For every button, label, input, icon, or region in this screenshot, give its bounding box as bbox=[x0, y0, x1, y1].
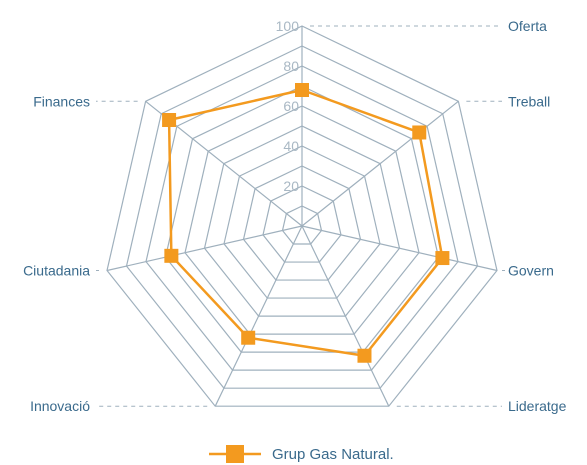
grid-ring bbox=[242, 165, 362, 281]
series-marker bbox=[162, 113, 177, 128]
axis-label: Treball bbox=[508, 93, 550, 109]
grid-spoke bbox=[214, 225, 303, 407]
series-marker bbox=[295, 83, 309, 97]
grid-spoke bbox=[301, 225, 498, 272]
tick-labels: 20 40 60 80 100 bbox=[276, 18, 300, 194]
axis-labels: Oferta Treball Govern Lideratge Innovació Ciu… bbox=[23, 18, 567, 414]
series-marker bbox=[164, 248, 179, 263]
axis-label: Lideratge bbox=[508, 398, 567, 414]
series-marker bbox=[241, 330, 256, 345]
grid-ring bbox=[145, 65, 459, 371]
grid-ring bbox=[281, 205, 323, 245]
series-line bbox=[167, 88, 444, 357]
axis-label: Oferta bbox=[508, 18, 547, 34]
grid-ring bbox=[203, 125, 401, 317]
grid-spoke bbox=[301, 225, 390, 407]
tick-label: 80 bbox=[283, 58, 299, 74]
series-marker bbox=[357, 348, 372, 363]
grid-ring bbox=[262, 185, 342, 263]
legend-marker bbox=[226, 445, 244, 463]
tick-label: 60 bbox=[283, 98, 299, 114]
axis-label: Finances bbox=[33, 93, 90, 109]
series-marker bbox=[412, 125, 427, 140]
grid-ring bbox=[223, 145, 381, 299]
label-leaders bbox=[96, 25, 505, 407]
radar-grid bbox=[106, 25, 498, 407]
series-marker bbox=[435, 251, 450, 266]
grid-ring bbox=[164, 85, 440, 353]
tick-label: 100 bbox=[276, 18, 300, 34]
axis-label: Govern bbox=[508, 263, 554, 279]
grid-ring bbox=[184, 105, 420, 335]
grid-spoke bbox=[106, 225, 303, 272]
tick-label: 40 bbox=[283, 138, 299, 154]
series-layer bbox=[162, 83, 450, 363]
legend: Grup Gas Natural. bbox=[209, 445, 394, 463]
axis-label: Innovació bbox=[30, 398, 90, 414]
tick-label: 20 bbox=[283, 178, 299, 194]
grid-ring bbox=[125, 45, 479, 389]
legend-label: Grup Gas Natural. bbox=[272, 446, 394, 463]
grid-spoke bbox=[301, 100, 459, 227]
grid-ring bbox=[106, 25, 498, 407]
axis-label: Ciutadania bbox=[23, 263, 90, 279]
